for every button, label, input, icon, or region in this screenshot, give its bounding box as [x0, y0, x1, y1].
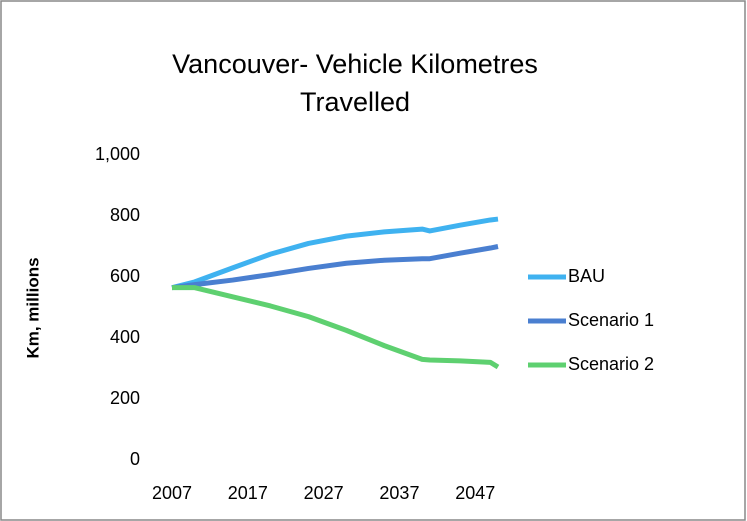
- y-tick-label: 600: [110, 266, 140, 286]
- series-line: [171, 244, 499, 291]
- legend-label: Scenario 1: [568, 310, 654, 330]
- chart-title: Vancouver- Vehicle Kilometres Travelled: [172, 49, 538, 117]
- y-tick-label: 800: [110, 205, 140, 225]
- y-tick-label: 0: [130, 449, 140, 469]
- y-tick-label: 400: [110, 327, 140, 347]
- y-axis-label: Km, millions: [23, 257, 42, 358]
- x-tick-label: 2007: [152, 483, 192, 503]
- x-tick-label: 2017: [228, 483, 268, 503]
- legend-label: Scenario 2: [568, 354, 654, 374]
- x-tick-label: 2037: [379, 483, 419, 503]
- x-tick-label: 2047: [455, 483, 495, 503]
- x-tick-label: 2027: [304, 483, 344, 503]
- legend-label: BAU: [568, 266, 605, 286]
- series-line: [171, 216, 499, 291]
- y-tick-label: 1,000: [95, 144, 140, 164]
- y-tick-label: 200: [110, 388, 140, 408]
- series-line: [172, 285, 500, 370]
